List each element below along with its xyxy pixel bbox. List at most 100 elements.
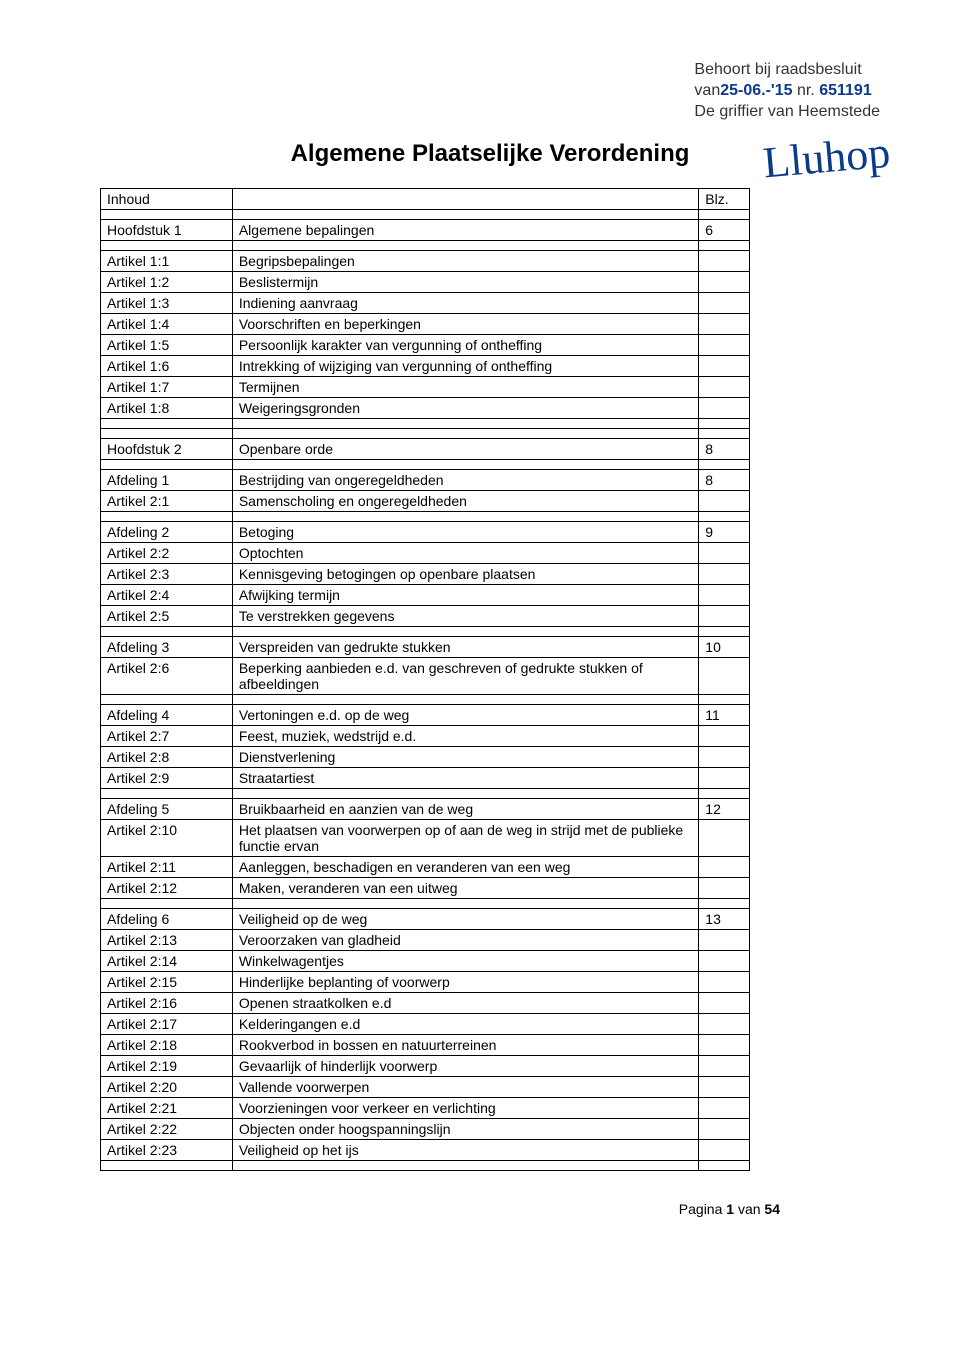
toc-key: Artikel 2:10 [101,820,233,857]
table-row [101,695,750,705]
toc-desc: Weigeringsgronden [232,398,698,419]
toc-page [699,293,750,314]
toc-key: Artikel 2:4 [101,585,233,606]
toc-page [699,951,750,972]
table-row: Artikel 1:8Weigeringsgronden [101,398,750,419]
toc-key: Afdeling 3 [101,637,233,658]
toc-desc: Rookverbod in bossen en natuurterreinen [232,1035,698,1056]
table-row: Artikel 1:2Beslistermijn [101,272,750,293]
table-row: Artikel 2:22Objecten onder hoogspannings… [101,1119,750,1140]
toc-key: Artikel 2:17 [101,1014,233,1035]
toc-key: Artikel 2:16 [101,993,233,1014]
toc-key: Artikel 2:9 [101,768,233,789]
header-annotation: Behoort bij raadsbesluit van25-06.-'15 n… [694,60,880,122]
toc-page: 13 [699,909,750,930]
toc-page: 11 [699,705,750,726]
table-row [101,429,750,439]
toc-page [699,398,750,419]
toc-key: Artikel 2:11 [101,857,233,878]
toc-desc: Hinderlijke beplanting of voorwerp [232,972,698,993]
table-row: Artikel 2:5Te verstrekken gegevens [101,606,750,627]
toc-page [699,1077,750,1098]
table-row: Hoofdstuk 2Openbare orde8 [101,439,750,460]
table-row: InhoudBlz. [101,189,750,210]
table-row: Artikel 2:2Optochten [101,543,750,564]
toc-desc: Kelderingangen e.d [232,1014,698,1035]
table-row: Afdeling 5Bruikbaarheid en aanzien van d… [101,799,750,820]
table-row: Artikel 2:23Veiligheid op het ijs [101,1140,750,1161]
header-line3: De griffier van Heemstede [694,102,880,123]
toc-desc: Verspreiden van gedrukte stukken [232,637,698,658]
toc-page [699,993,750,1014]
toc-key: Artikel 2:23 [101,1140,233,1161]
toc-page: 8 [699,470,750,491]
table-row [101,1161,750,1171]
toc-key: Artikel 1:1 [101,251,233,272]
toc-key: Artikel 2:14 [101,951,233,972]
table-row: Artikel 2:4Afwijking termijn [101,585,750,606]
toc-page [699,314,750,335]
toc-page [699,972,750,993]
toc-page [699,606,750,627]
toc-page [699,272,750,293]
table-row: Artikel 2:6Beperking aanbieden e.d. van … [101,658,750,695]
table-row: Afdeling 6Veiligheid op de weg13 [101,909,750,930]
toc-key: Artikel 2:19 [101,1056,233,1077]
toc-page [699,747,750,768]
toc-page [699,1035,750,1056]
toc-key: Afdeling 2 [101,522,233,543]
table-row [101,419,750,429]
toc-desc: Aanleggen, beschadigen en veranderen van… [232,857,698,878]
toc-desc: Veiligheid op het ijs [232,1140,698,1161]
toc-desc: Openen straatkolken e.d [232,993,698,1014]
toc-page [699,658,750,695]
table-row: Artikel 1:3Indiening aanvraag [101,293,750,314]
table-row: Artikel 2:9Straatartiest [101,768,750,789]
toc-key: Artikel 2:5 [101,606,233,627]
toc-desc: Objecten onder hoogspanningslijn [232,1119,698,1140]
table-row: Artikel 2:21Voorzieningen voor verkeer e… [101,1098,750,1119]
toc-page: 6 [699,220,750,241]
table-row: Artikel 2:8Dienstverlening [101,747,750,768]
toc-page: 9 [699,522,750,543]
toc-desc: Voorzieningen voor verkeer en verlichtin… [232,1098,698,1119]
toc-key: Artikel 2:15 [101,972,233,993]
table-row: Artikel 1:1Begripsbepalingen [101,251,750,272]
toc-desc: Te verstrekken gegevens [232,606,698,627]
toc-desc: Feest, muziek, wedstrijd e.d. [232,726,698,747]
toc-desc: Afwijking termijn [232,585,698,606]
table-row: Artikel 2:16Openen straatkolken e.d [101,993,750,1014]
table-row: Artikel 2:19Gevaarlijk of hinderlijk voo… [101,1056,750,1077]
table-row [101,460,750,470]
toc-key: Afdeling 6 [101,909,233,930]
table-row: Artikel 2:3Kennisgeving betogingen op op… [101,564,750,585]
table-row: Afdeling 2Betoging9 [101,522,750,543]
toc-desc: Algemene bepalingen [232,220,698,241]
toc-table: InhoudBlz. Hoofdstuk 1Algemene bepalingen… [100,188,750,1171]
toc-key: Artikel 2:22 [101,1119,233,1140]
toc-key: Artikel 2:2 [101,543,233,564]
toc-page [699,1119,750,1140]
toc-desc: Indiening aanvraag [232,293,698,314]
header-line1: Behoort bij raadsbesluit [694,60,880,81]
table-row: Artikel 1:4Voorschriften en beperkingen [101,314,750,335]
toc-key: Artikel 2:6 [101,658,233,695]
toc-desc: Beperking aanbieden e.d. van geschreven … [232,658,698,695]
toc-page [699,491,750,512]
toc-key: Artikel 1:4 [101,314,233,335]
toc-page [699,377,750,398]
table-row [101,210,750,220]
toc-desc: Dienstverlening [232,747,698,768]
table-row: Afdeling 4Vertoningen e.d. op de weg11 [101,705,750,726]
toc-page [699,1056,750,1077]
table-row: Artikel 1:5Persoonlijk karakter van verg… [101,335,750,356]
table-row: Afdeling 3Verspreiden van gedrukte stukk… [101,637,750,658]
table-row [101,627,750,637]
toc-desc: Bestrijding van ongeregeldheden [232,470,698,491]
toc-desc: Persoonlijk karakter van vergunning of o… [232,335,698,356]
toc-desc: Maken, veranderen van een uitweg [232,878,698,899]
table-row: Hoofdstuk 1Algemene bepalingen6 [101,220,750,241]
table-row: Afdeling 1Bestrijding van ongeregeldhede… [101,470,750,491]
toc-desc: Beslistermijn [232,272,698,293]
table-row: Artikel 1:7Termijnen [101,377,750,398]
